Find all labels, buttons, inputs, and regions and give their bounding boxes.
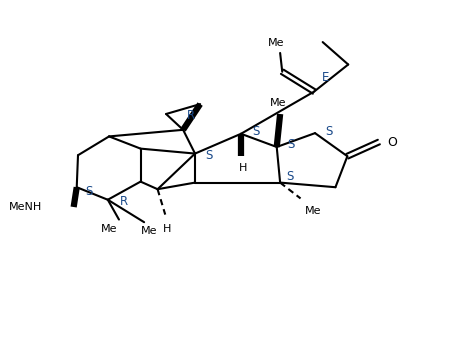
Text: Me: Me xyxy=(268,38,284,48)
Text: S: S xyxy=(85,185,92,198)
Text: Me: Me xyxy=(305,207,321,216)
Text: R: R xyxy=(120,195,128,208)
Text: S: S xyxy=(325,125,333,138)
Text: S: S xyxy=(252,125,260,138)
Text: Me: Me xyxy=(101,223,117,233)
Text: E: E xyxy=(322,71,330,84)
Text: S: S xyxy=(205,149,212,162)
Text: Me: Me xyxy=(270,98,286,108)
Text: H: H xyxy=(239,163,247,173)
Text: S: S xyxy=(286,170,294,183)
Text: H: H xyxy=(163,225,171,234)
Text: Me: Me xyxy=(141,226,158,236)
Text: S: S xyxy=(287,138,294,151)
Text: R: R xyxy=(187,109,195,122)
Text: MeNH: MeNH xyxy=(9,202,42,212)
Text: O: O xyxy=(387,136,397,149)
